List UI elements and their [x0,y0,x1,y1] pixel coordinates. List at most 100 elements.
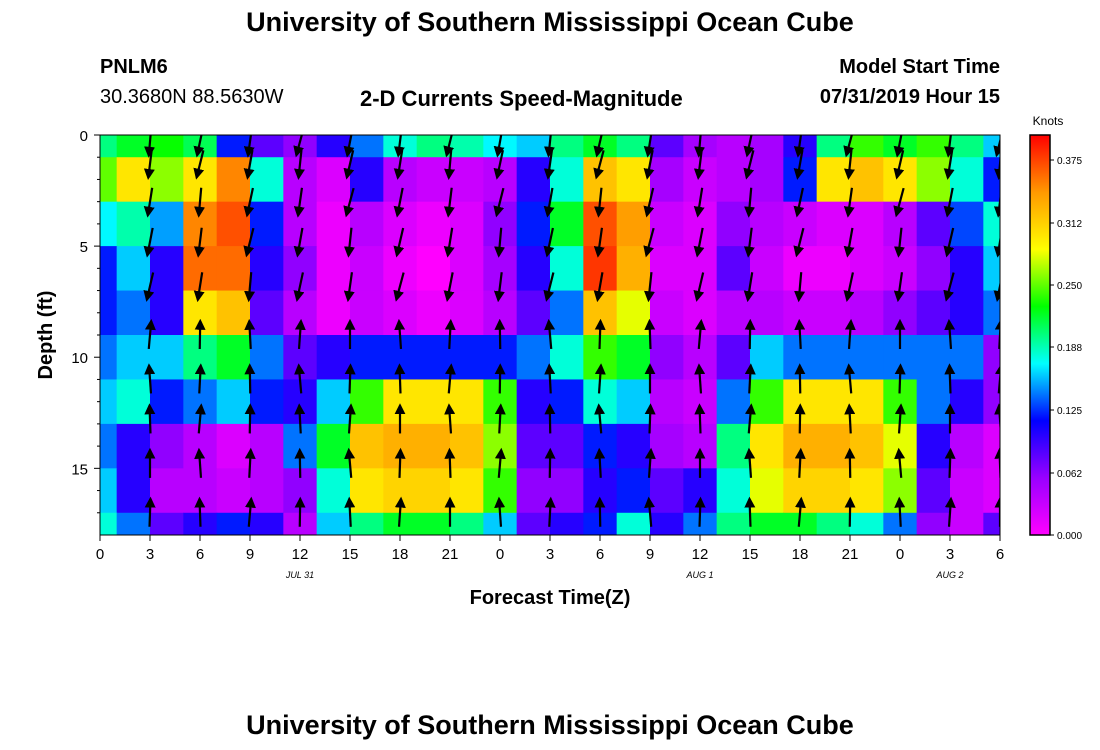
current-arrow [944,447,956,478]
current-arrow [793,227,805,258]
y-tick-label: 0 [80,128,88,145]
heatmap-cell [450,290,484,336]
current-arrow [394,496,406,527]
heatmap-cell [116,135,151,158]
model-start-time: 07/31/2019 Hour 15 [819,86,1000,108]
heatmap-cell [100,246,118,292]
heatmap-cell [750,201,784,247]
y-tick-label: 15 [71,461,88,478]
heatmap-cell [250,201,284,247]
x-tick-label: 3 [946,546,954,563]
heatmap-cell [650,335,684,381]
heatmap-cell [316,246,351,292]
current-arrow [493,135,505,158]
current-arrow [544,363,556,394]
heatmap-cell [150,423,184,469]
heatmap-cell [550,157,584,203]
current-arrow [444,363,456,394]
current-arrow [943,149,955,180]
heatmap-cell [316,512,351,535]
colorbar-tick-label: 0.312 [1057,219,1082,230]
current-arrow [293,187,305,218]
current-arrow [844,403,856,434]
heatmap-cell [550,335,584,381]
current-arrow [893,227,905,258]
heatmap-cell [716,423,751,469]
heatmap-cell [316,201,351,247]
current-arrow [444,447,456,478]
current-arrow [393,149,405,180]
current-arrow [844,318,856,350]
heatmap-cell [816,335,851,381]
x-tick-label: 15 [742,546,759,563]
current-arrow [693,187,705,218]
current-arrow [243,135,255,158]
x-tick-label: 6 [596,546,604,563]
heatmap-cell [950,468,984,514]
heatmap-cell [100,335,118,381]
heatmap-cell [816,201,851,247]
colorbar-tick-label: 0.125 [1057,406,1082,417]
heatmap-cell [350,423,384,469]
current-arrow [593,135,605,158]
heatmap-cell [650,512,684,535]
current-arrow [793,149,805,180]
current-arrow [793,135,805,158]
current-arrow [444,149,456,181]
heatmap-cell [616,135,651,158]
heatmap-cell [650,290,684,336]
current-arrow [444,318,456,350]
y-tick-label: 5 [80,239,88,256]
heatmap-cell [850,246,884,292]
current-arrow [843,272,855,302]
current-arrow [343,135,355,158]
colorbar [1029,134,1051,536]
current-arrow [344,496,356,527]
heatmap-cell [450,512,484,535]
current-arrow [344,403,356,434]
heatmap-cell [983,157,1000,203]
heatmap-cell [250,246,284,292]
current-arrow [993,192,1000,218]
heatmap-cell [616,335,651,381]
current-arrow [843,149,855,181]
current-arrow [443,272,455,303]
heatmap-cell [150,135,184,158]
heatmap-cell [150,201,184,247]
heatmap-cell [550,379,584,425]
heatmap-cell [716,379,751,425]
current-arrow [243,227,255,258]
page-title: University of Southern Mississippi Ocean… [246,7,854,37]
heatmap-cell [450,201,484,247]
heatmap-cell [316,157,351,203]
heatmap-cell [516,157,551,203]
heatmap-cell [816,468,851,514]
heatmap-cell [916,512,951,535]
heatmap-cell [450,246,484,292]
heatmap-cell [100,379,118,425]
current-arrow [743,150,755,180]
heatmap-cell [116,290,151,336]
heatmap-cell [750,379,784,425]
heatmap-cell [916,157,951,203]
current-arrow [744,363,756,394]
current-arrow [494,403,506,434]
heatmap-cell [650,423,684,469]
current-arrow [944,318,956,350]
current-arrow [894,363,906,394]
current-arrow [943,272,955,302]
heatmap-cell [850,379,884,425]
chart-subtitle: 2-D Currents Speed-Magnitude [360,86,683,111]
current-arrow [293,272,305,302]
heatmap-cell [816,157,851,203]
current-arrow [894,447,906,478]
heatmap-cell [950,379,984,425]
heatmap-cell [950,335,984,381]
heatmap-cell [516,379,551,425]
current-arrow [743,135,755,158]
heatmap-cell [916,290,951,336]
heatmap-cell [250,512,284,535]
current-arrow [794,447,806,478]
heatmap-cell [250,157,284,203]
heatmap-cell [916,423,951,469]
